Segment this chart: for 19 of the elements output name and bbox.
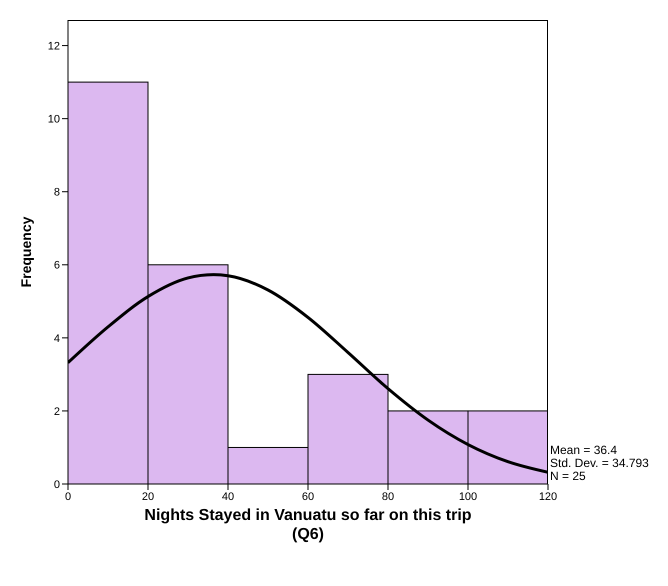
x-tick-label: 0	[64, 490, 72, 503]
y-tick-label: 4	[54, 332, 60, 345]
x-tick-label: 120	[538, 490, 558, 503]
y-tick-label: 0	[54, 478, 60, 491]
y-tick-label: 2	[54, 406, 60, 418]
x-tick-label: 40	[222, 490, 234, 503]
text: N = 25	[550, 469, 587, 483]
x-tick-label: 60	[302, 490, 314, 503]
y-tick-label: 12	[48, 40, 60, 52]
y-tick-label: 6	[54, 260, 60, 272]
x-tick-label: 80	[382, 490, 394, 503]
x-axis-title: Nights Stayed in Vanuatu so far on this trip (Q6)	[143, 506, 473, 544]
y-tick-label: 8	[54, 186, 60, 199]
x-tick-label: 100	[458, 490, 478, 503]
x-tick-label: 20	[142, 490, 154, 503]
y-tick-label: 10	[48, 114, 60, 126]
y-axis-title: Frequency	[18, 216, 34, 288]
text: Std. Dev. = 34.793	[550, 456, 649, 470]
text: Mean = 36.4	[550, 443, 618, 457]
